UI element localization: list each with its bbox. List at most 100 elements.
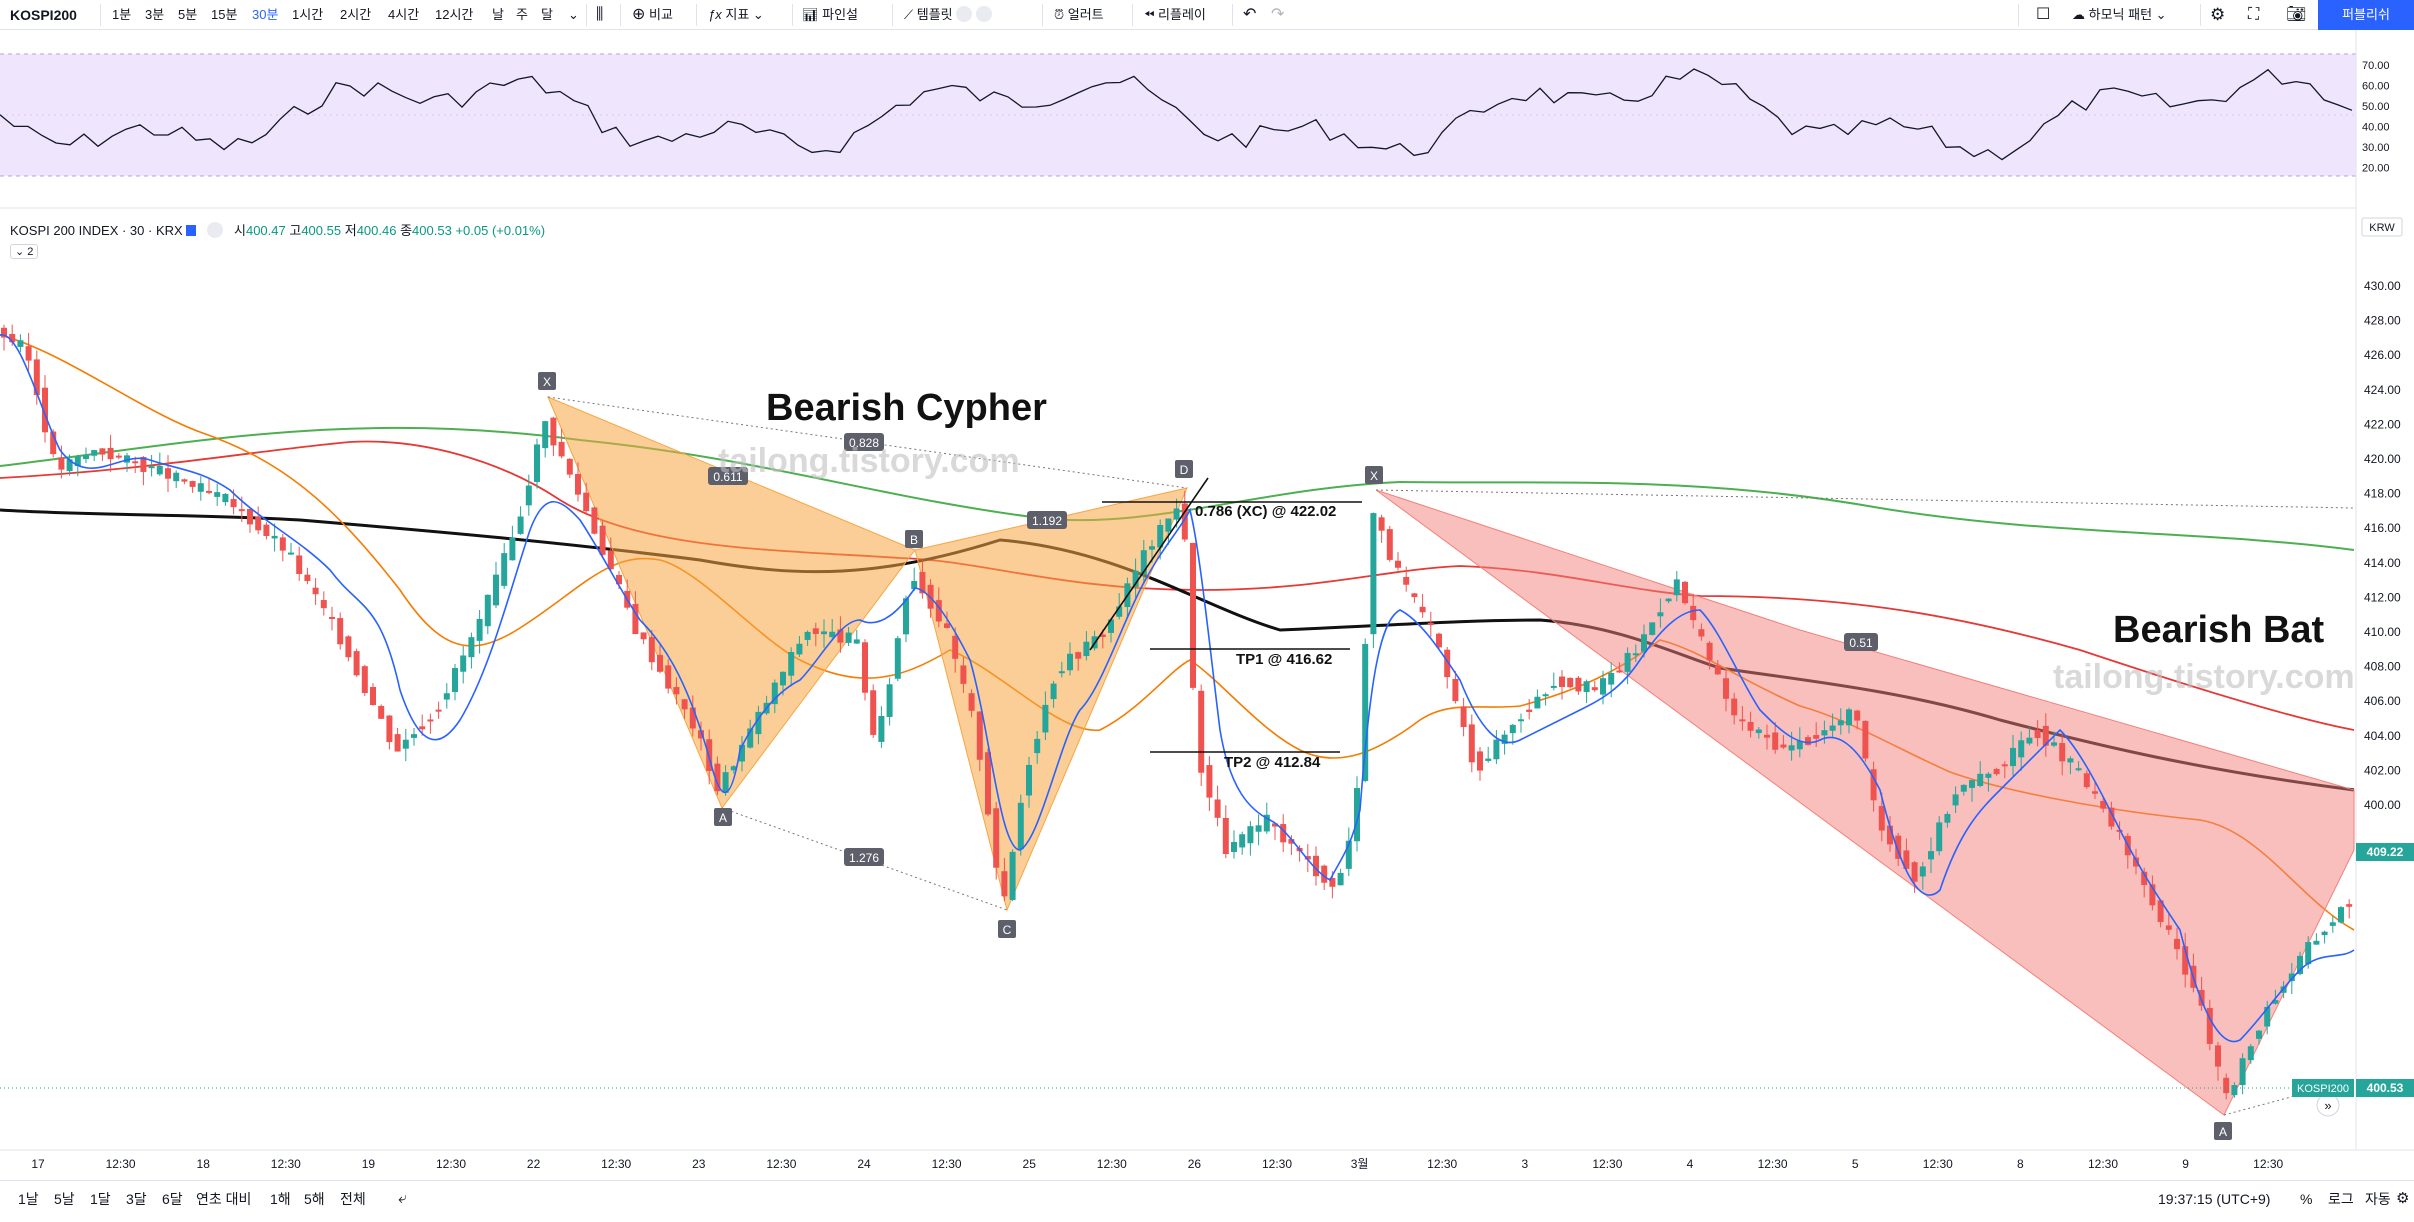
range-5d[interactable]: 5날 [54, 1191, 75, 1207]
compare-button[interactable]: ⊕ 비교 [632, 0, 673, 30]
timeframe-3m[interactable]: 3분 [145, 7, 165, 22]
indicators-collapse-button[interactable]: ⌄ 2 [10, 244, 39, 259]
chevron-down-icon[interactable]: ⌄ [568, 7, 579, 22]
candle-down [140, 456, 147, 472]
clock-label[interactable]: 19:37:15 (UTC+9) [2158, 1191, 2271, 1207]
rsi-pane[interactable] [0, 52, 2356, 182]
templates-button[interactable]: ⟋ 템플릿 [904, 0, 992, 30]
price-axis[interactable]: 70.00 60.00 50.00 40.00 30.00 20.00 430.00 428… [2292, 30, 2414, 1150]
range-1m[interactable]: 1달 [90, 1191, 111, 1207]
price-badge-high-label: 409.22 [2367, 845, 2404, 859]
fullscreen-icon[interactable]: ⛶ [2248, 6, 2260, 23]
candle-down [1993, 768, 2000, 775]
candle-up [1493, 739, 1500, 760]
timeframe-30m[interactable]: 30분 [252, 7, 279, 22]
timeframe-12h[interactable]: 12시간 [435, 7, 474, 22]
alert-button[interactable]: ⏰︎ 얼러트 [1054, 0, 1104, 30]
symbol-search-button[interactable]: KOSPI200 [10, 7, 77, 23]
candle-down [1698, 629, 1705, 637]
candle-down [632, 603, 639, 635]
candle-down [378, 705, 385, 719]
auto-toggle[interactable]: 자동 [2365, 1191, 2391, 1207]
candle-down [993, 808, 1000, 868]
candle-up [288, 552, 294, 555]
time-axis[interactable]: 17 12:30 18 12:30 19 12:30 22 12:30 23 12:30 24 12:… [0, 1149, 2414, 1171]
currency-button[interactable] [2361, 217, 2403, 237]
candle-down [1895, 835, 1902, 859]
candle-down [419, 726, 426, 730]
candle-up [804, 631, 811, 640]
replay-button[interactable]: ⏪︎ 리플레이 [1144, 0, 1206, 30]
candle-down [304, 574, 311, 582]
timeframe-15m[interactable]: 15분 [211, 7, 238, 22]
log-toggle[interactable]: 로그 [2328, 1191, 2354, 1207]
candle-down [1452, 678, 1459, 702]
timeframe-month[interactable]: 달 [541, 7, 553, 22]
timeframe-2h[interactable]: 2시간 [340, 7, 372, 22]
point-b-cypher: B [905, 530, 923, 548]
range-6m[interactable]: 6달 [162, 1191, 183, 1207]
candle-down [968, 693, 975, 711]
candle-down [1723, 678, 1729, 699]
layout-name-button[interactable]: ☁︎ 하모닉 패턴 ⌄ [2072, 0, 2167, 30]
range-1d[interactable]: 1날 [18, 1191, 39, 1207]
timeframe-4h[interactable]: 4시간 [388, 7, 420, 22]
camera-icon[interactable]: 📷︎ [2286, 6, 2307, 23]
main-pane[interactable]: 0.786 (XC) @ 422.02 TP1 @ 416.62 TP2 @ 4… [0, 324, 2356, 1140]
candle-up [1985, 773, 1992, 778]
range-ytd[interactable]: 연초 대비 [196, 1191, 252, 1207]
undo-icon[interactable]: ↶ [1243, 6, 1257, 23]
gear-icon[interactable]: ⚙︎ [2210, 5, 2226, 24]
candle-down [2034, 729, 2041, 739]
candle-down [99, 448, 106, 455]
candle-up [534, 444, 540, 482]
candle-up [1108, 619, 1114, 633]
range-1y[interactable]: 1해 [270, 1191, 291, 1207]
eye-icon[interactable] [207, 222, 224, 238]
candle-down [1526, 709, 1533, 712]
candle-down [1862, 720, 1869, 759]
low-value: 400.46 [356, 223, 397, 238]
range-3m[interactable]: 3달 [126, 1191, 147, 1207]
candle-up [74, 456, 81, 467]
candle-down [862, 642, 868, 693]
candle-up [1255, 825, 1262, 832]
toolbar-divider [100, 4, 101, 26]
svg-text:D: D [1180, 463, 1189, 477]
redo-icon[interactable]: ↷ [1271, 6, 1285, 23]
price-tick-label: 430.00 [2364, 279, 2401, 293]
pine-editor-button[interactable]: 📊︎ 파인설 [802, 0, 858, 30]
legend-title[interactable]: KOSPI 200 INDEX · 30 · KRX [10, 223, 183, 238]
open-value: 400.47 [245, 223, 286, 238]
square-icon[interactable]: ☐ [2036, 6, 2051, 23]
candle-style-icon[interactable]: ⫼ [596, 6, 604, 23]
timeframe-day[interactable]: 날 [492, 7, 504, 22]
gear-icon[interactable]: ⚙︎ [2396, 1190, 2410, 1207]
timeframe-5m[interactable]: 5분 [178, 7, 198, 22]
range-5y[interactable]: 5해 [304, 1191, 325, 1207]
close-label: 종 [400, 223, 413, 238]
date-range-icon[interactable]: ⤶ [398, 1190, 407, 1207]
range-all[interactable]: 전체 [340, 1191, 366, 1207]
trend-line[interactable] [1089, 477, 1209, 651]
candle-up [1960, 784, 1967, 792]
indicators-button[interactable]: ƒx 지표 ⌄ [708, 0, 764, 30]
bat-xab-triangle[interactable] [1375, 489, 2355, 1116]
timeframe-1m[interactable]: 1분 [112, 7, 132, 22]
flag-icon[interactable] [186, 225, 197, 236]
percent-toggle[interactable]: % [2300, 1191, 2313, 1207]
candle-down [665, 665, 672, 689]
candle-up [886, 684, 893, 717]
timeframe-1h[interactable]: 1시간 [292, 7, 324, 22]
low-label: 저 [344, 223, 357, 238]
candle-up [845, 632, 852, 643]
publish-button[interactable]: 퍼블리쉬 [2318, 0, 2414, 30]
candle-up [1485, 758, 1492, 761]
candle-down [361, 666, 368, 694]
price-tick-label: 424.00 [2364, 383, 2401, 397]
candle-down [263, 524, 270, 536]
chart-canvas[interactable]: 0.786 (XC) @ 422.02 TP1 @ 416.62 TP2 @ 4… [0, 30, 2414, 1180]
time-tick-label: 25 [1023, 1157, 1037, 1171]
candle-up [1624, 652, 1631, 672]
timeframe-week[interactable]: 주 [516, 7, 528, 22]
